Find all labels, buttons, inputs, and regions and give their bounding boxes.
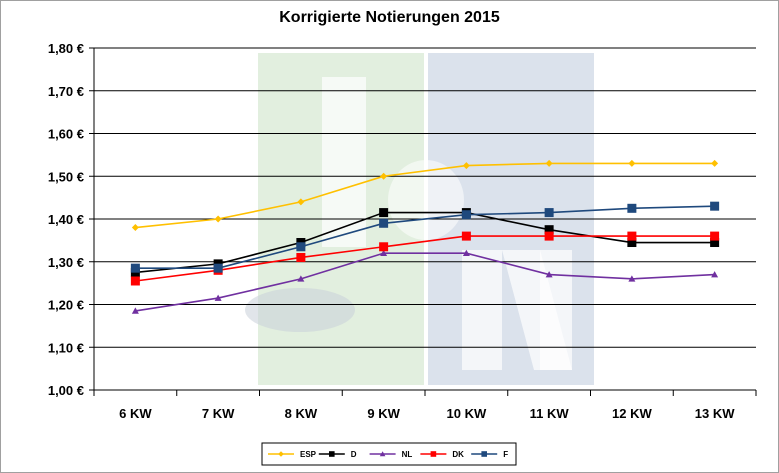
data-point-f [627, 203, 637, 213]
data-point-nl [131, 307, 139, 314]
x-tick-label: 8 KW [285, 406, 318, 421]
legend-marker-d [329, 451, 335, 457]
y-tick-label: 1,70 € [48, 84, 84, 99]
legend: ESP D NL DK F [261, 442, 517, 466]
y-tick-label: 1,60 € [48, 127, 84, 142]
data-point-f [213, 263, 223, 273]
data-point-esp [214, 215, 222, 223]
data-point-nl [711, 271, 719, 278]
data-point-esp [462, 162, 470, 170]
x-tick-label: 11 KW [530, 406, 570, 421]
data-point-d [379, 208, 389, 218]
legend-label-nl: NL [402, 450, 413, 459]
data-point-d [544, 225, 554, 235]
y-tick-label: 1,80 € [48, 41, 84, 56]
series-line-d [135, 211, 715, 274]
legend-label-d: D [351, 450, 357, 459]
data-point-dk [379, 242, 389, 252]
data-point-f [379, 218, 389, 228]
y-tick-label: 1,00 € [48, 383, 84, 398]
data-point-nl [214, 294, 222, 301]
series-nl [131, 249, 719, 314]
data-point-f [296, 242, 306, 252]
y-tick-label: 1,10 € [48, 340, 84, 355]
x-tick-label: 10 KW [447, 406, 487, 421]
data-point-dk [544, 231, 554, 241]
data-point-dk [627, 231, 637, 241]
chart-title: Korrigierte Notierungen 2015 [279, 9, 500, 26]
data-point-f [461, 210, 471, 220]
legend-label-f: F [503, 450, 508, 459]
legend-marker-f [481, 451, 487, 457]
x-tick-label: 7 KW [202, 406, 235, 421]
data-point-dk [710, 231, 720, 241]
y-tick-label: 1,50 € [48, 169, 84, 184]
data-point-f [544, 208, 554, 218]
legend-marker-nl [379, 451, 386, 457]
data-point-nl [380, 249, 388, 256]
series-line-esp [135, 162, 715, 229]
y-tick-label: 1,20 € [48, 298, 84, 313]
data-point-esp [628, 159, 636, 167]
legend-marker-dk [430, 451, 437, 457]
data-point-d [627, 238, 637, 248]
data-point-esp [380, 172, 388, 180]
legend-label-esp: ESP [300, 450, 317, 459]
x-tick-label: 13 KW [695, 406, 735, 421]
data-point-f [710, 201, 720, 211]
data-point-dk [296, 252, 306, 262]
x-tick-label: 9 KW [367, 406, 400, 421]
legend-label-dk: DK [452, 450, 464, 459]
data-point-d [710, 238, 720, 248]
data-point-esp [711, 159, 719, 167]
data-point-nl [545, 271, 553, 278]
series-line-dk [135, 235, 715, 282]
series-line-nl [135, 252, 715, 312]
series-line-f [135, 205, 715, 269]
series-f [130, 201, 720, 273]
series-esp [131, 159, 719, 232]
data-point-dk [130, 276, 140, 286]
x-tick-label: 12 KW [612, 406, 652, 421]
data-point-dk [461, 231, 471, 241]
x-tick-label: 6 KW [119, 406, 152, 421]
data-point-esp [545, 159, 553, 167]
y-tick-label: 1,30 € [48, 255, 84, 270]
data-point-nl [297, 275, 305, 282]
y-tick-label: 1,40 € [48, 212, 84, 227]
data-point-esp [297, 198, 305, 206]
data-point-f [130, 263, 140, 273]
legend-marker-esp [278, 451, 284, 457]
data-point-nl [628, 275, 636, 282]
data-point-nl [462, 249, 470, 256]
data-point-esp [131, 224, 139, 232]
